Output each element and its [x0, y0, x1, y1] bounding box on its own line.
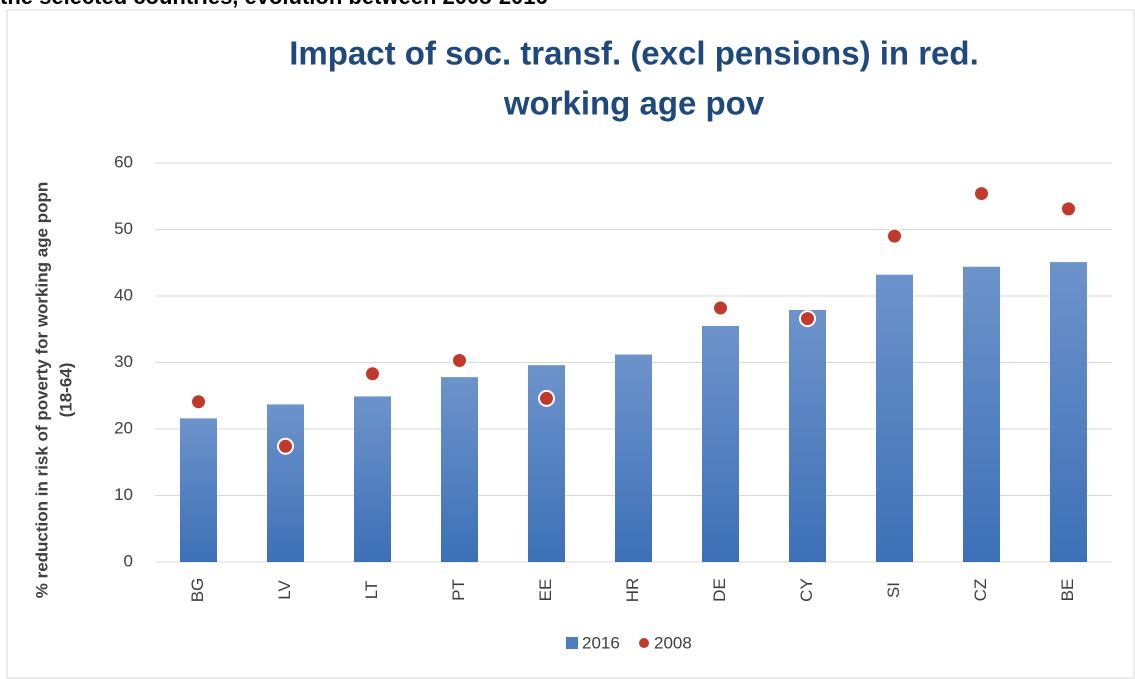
dot [799, 310, 816, 328]
x-tick-label: DE [710, 578, 729, 602]
y-tick-label: 30 [114, 352, 133, 371]
y-tick-label: 20 [114, 418, 133, 437]
x-tick-label: PT [449, 579, 468, 601]
x-tick-label: EE [536, 579, 555, 602]
x-tick-label: CZ [971, 579, 990, 602]
chart-title: working age pov [503, 85, 765, 122]
dot [190, 393, 207, 411]
y-axis-label: (18-64) [56, 363, 75, 418]
x-tick-label: LV [275, 580, 294, 600]
legend-label: 2008 [654, 633, 692, 652]
x-tick-label: BG [188, 578, 207, 603]
dot [364, 365, 381, 383]
bar [702, 325, 739, 562]
dot [1060, 200, 1077, 218]
bar [615, 354, 652, 562]
bar [1050, 262, 1087, 562]
chart-title: Impact of soc. transf. (excl pensions) i… [289, 35, 979, 72]
bar [876, 274, 913, 562]
chart-frame [6, 9, 1135, 679]
legend-label: 2016 [582, 633, 620, 652]
dot [712, 299, 729, 317]
y-tick-label: 60 [114, 152, 133, 171]
bar [354, 396, 391, 562]
y-axis-label: % reduction in risk of poverty for worki… [32, 182, 51, 599]
bar [267, 404, 304, 562]
bar [180, 418, 217, 562]
page-header: the selected countries, evolution betwee… [0, 0, 548, 9]
dot [973, 185, 990, 203]
legend-swatch [566, 637, 578, 649]
dot [277, 437, 294, 455]
bar [441, 377, 478, 562]
bar [789, 309, 826, 562]
y-tick-label: 10 [114, 485, 133, 504]
dot [538, 389, 555, 407]
dot [886, 227, 903, 245]
y-tick-label: 40 [114, 285, 133, 304]
y-tick-label: 0 [124, 551, 133, 570]
dot [451, 352, 468, 370]
bar [963, 266, 1000, 562]
x-tick-label: HR [623, 578, 642, 603]
y-tick-label: 50 [114, 219, 133, 238]
x-tick-label: CY [797, 578, 816, 602]
x-tick-label: LT [362, 581, 381, 600]
legend-swatch [639, 638, 649, 648]
x-tick-label: SI [884, 582, 903, 598]
x-tick-label: BE [1058, 579, 1077, 602]
